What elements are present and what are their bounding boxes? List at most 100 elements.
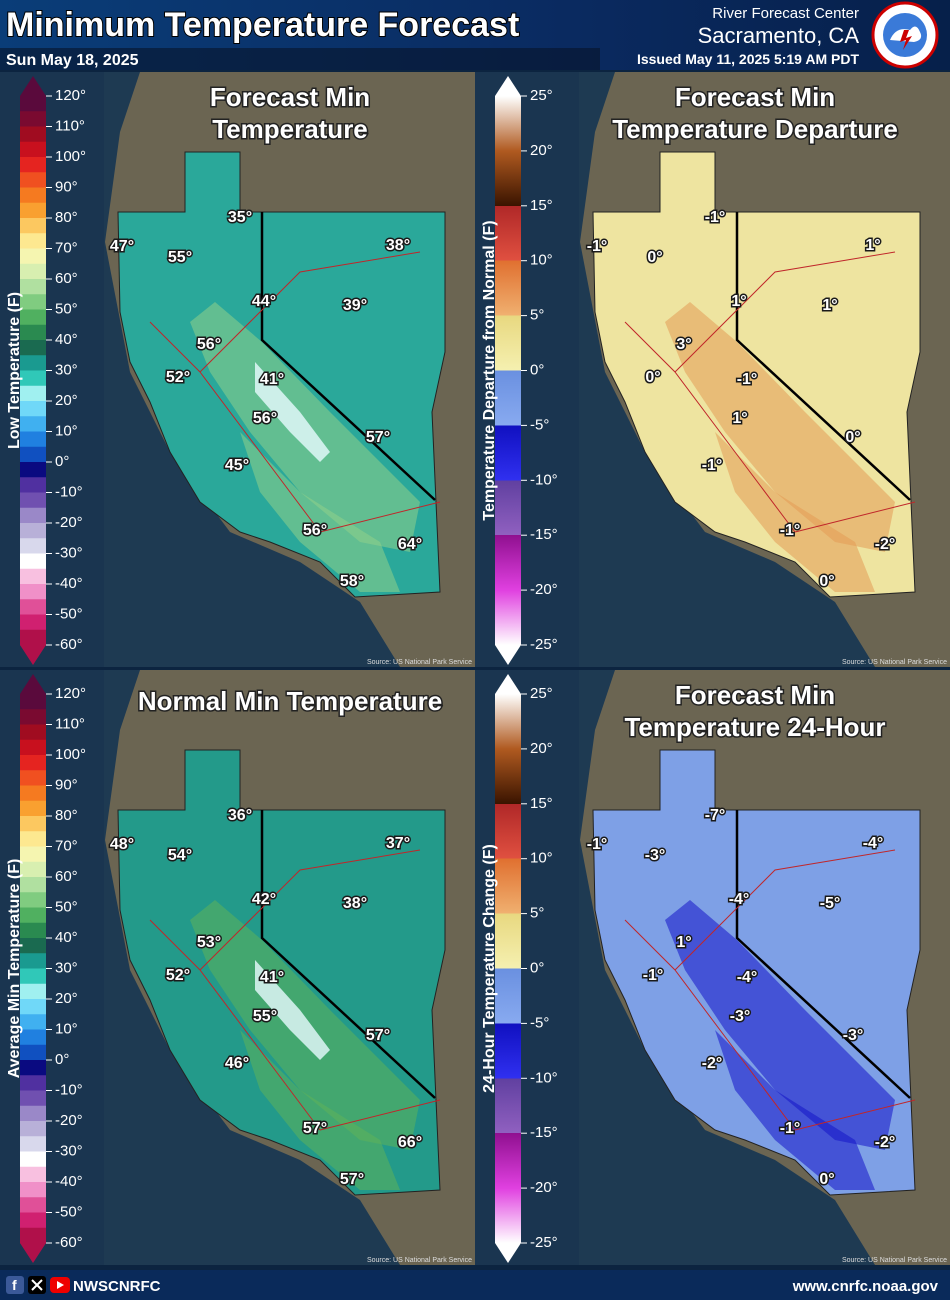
legend-swatch: [20, 324, 46, 341]
legend-swatch: [20, 846, 46, 863]
legend-swatch: [20, 538, 46, 554]
legend-swatch: [20, 983, 46, 1000]
temperature-label: 0°: [845, 429, 860, 446]
legend-background: [475, 72, 579, 667]
region-shading: [715, 1030, 875, 1190]
legend-swatch: [20, 507, 46, 524]
temperature-label: -7°: [705, 807, 726, 824]
legend-background: [475, 670, 579, 1265]
legend-tick-label: 10°: [55, 422, 78, 439]
temperature-label: 57°: [303, 1120, 327, 1137]
panel: 120° 110° 100° 90° 80° 70° 60° 50° 40° 30° 20° 10° 0…: [0, 72, 475, 667]
temperature-label: 48°: [110, 836, 134, 853]
legend-tick-label: -10°: [55, 483, 83, 500]
panels: 120° 110° 100° 90° 80° 70° 60° 50° 40° 30° 20° 10° 0…: [0, 72, 950, 1265]
legend-swatch: [20, 263, 46, 280]
panel-title: Forecast Min: [210, 82, 370, 112]
header-issued: Issued May 11, 2025 5:19 AM PDT: [637, 51, 859, 67]
panel-title: Temperature Departure: [612, 114, 898, 144]
legend-tick-label: -25°: [530, 1234, 558, 1251]
legend-tick-label: 50°: [55, 300, 78, 317]
legend-swatch: [20, 111, 46, 127]
footer-url[interactable]: www.cnrfc.noaa.gov: [792, 1278, 939, 1295]
temperature-label: 56°: [197, 336, 221, 353]
temperature-label: -1°: [780, 1120, 801, 1137]
temperature-label: -3°: [730, 1008, 751, 1025]
temperature-label: 46°: [225, 1055, 249, 1072]
panel: 25° 20° 15° 10° 5° 0° -5° -10° -15° -20° -25° Tempe…: [475, 72, 950, 667]
legend-swatch: [20, 309, 46, 326]
sierra-highs: [255, 960, 330, 1060]
temperature-label: 1°: [865, 237, 880, 254]
legend-swatch: [20, 462, 46, 478]
legend-tick-label: 40°: [55, 929, 78, 946]
temperature-label: 0°: [647, 249, 662, 266]
legend-tick-label: 40°: [55, 331, 78, 348]
region-shading: [715, 432, 875, 592]
legend-swatch: [20, 340, 46, 356]
temperature-label: 45°: [225, 457, 249, 474]
legend-swatch: [20, 1182, 46, 1198]
legend-swatch: [20, 800, 46, 817]
header-office: River Forecast Center: [712, 5, 859, 22]
legend-cap: [20, 674, 46, 694]
legend-tick-label: 90°: [55, 776, 78, 793]
legend-cap: [495, 645, 521, 665]
panel-title: Forecast Min: [675, 680, 835, 710]
legend-tick-label: -15°: [530, 1124, 558, 1141]
legend-tick-label: -10°: [530, 471, 558, 488]
legend-tick-label: -20°: [530, 1179, 558, 1196]
legend-swatch: [20, 861, 46, 878]
legend-tick-label: 10°: [55, 1020, 78, 1037]
legend-tick-label: 30°: [55, 361, 78, 378]
legend-background: [0, 72, 104, 667]
temperature-label: 36°: [228, 807, 252, 824]
legend-swatch: [20, 492, 46, 509]
legend-tick-label: 10°: [530, 850, 553, 867]
temperature-label: 54°: [168, 847, 192, 864]
temperature-label: 0°: [645, 369, 660, 386]
legend-tick-label: -40°: [55, 575, 83, 592]
temperature-label: 37°: [386, 835, 410, 852]
temperature-label: 39°: [343, 297, 367, 314]
legend-tick-label: 20°: [55, 392, 78, 409]
facebook-icon[interactable]: [6, 1276, 24, 1294]
legend-swatch: [20, 770, 46, 786]
panel: 25° 20° 15° 10° 5° 0° -5° -10° -15° -20° -25° 24-Ho…: [475, 670, 950, 1265]
state-border: [260, 810, 436, 1099]
legend-swatch: [20, 355, 46, 371]
legend-tick-label: 15°: [530, 197, 553, 214]
temperature-label: 42°: [252, 891, 276, 908]
legend-tick-label: 60°: [55, 270, 78, 287]
legend-tick-label: 5°: [530, 905, 544, 922]
temperature-label: 44°: [252, 293, 276, 310]
legend-swatch: [20, 157, 46, 173]
legend-tick-label: 20°: [55, 990, 78, 1007]
legend-tick-label: 25°: [530, 87, 553, 104]
roads: [624, 849, 916, 1131]
legend-swatch: [20, 1197, 46, 1213]
temperature-label: -1°: [702, 457, 723, 474]
legend-tick-label: -10°: [55, 1081, 83, 1098]
temperature-label: 64°: [398, 536, 422, 553]
legend-tick-label: 70°: [55, 239, 78, 256]
region-shading: [665, 302, 895, 552]
legend-tick-label: 110°: [55, 117, 85, 134]
source-note: Source: US National Park Service: [842, 1257, 947, 1264]
legend-tick-label: 20°: [530, 740, 553, 757]
legend-cap: [495, 1243, 521, 1263]
legend-tick-label: 80°: [55, 209, 78, 226]
temperature-label: -5°: [820, 895, 841, 912]
date-band: [0, 48, 600, 70]
legend-cap: [20, 1243, 46, 1263]
temperature-label: -2°: [875, 536, 896, 553]
legend-swatch: [20, 877, 46, 893]
temperature-label: 56°: [253, 410, 277, 427]
temperature-label: 57°: [366, 1027, 390, 1044]
legend-swatch: [20, 523, 46, 539]
nws-logo: [871, 1, 939, 69]
temperature-label: 52°: [166, 369, 190, 386]
legend-tick-label: -30°: [55, 544, 83, 561]
legend-swatch: [20, 1029, 46, 1046]
